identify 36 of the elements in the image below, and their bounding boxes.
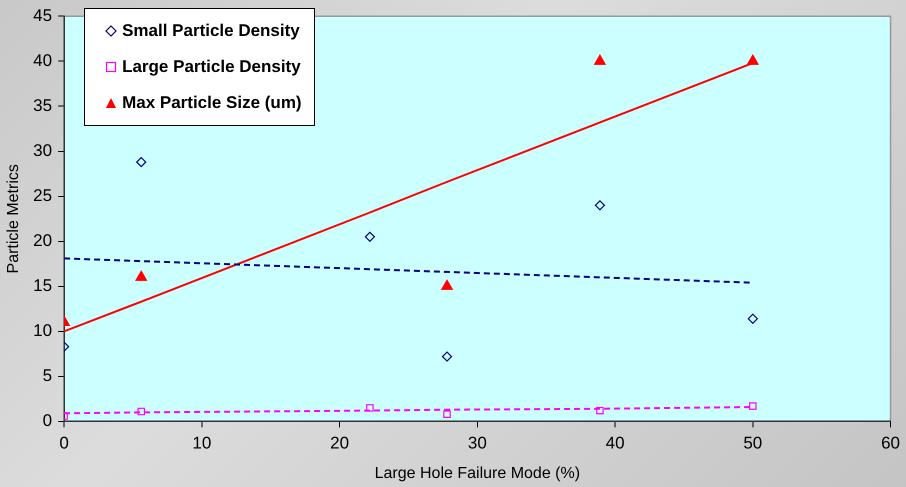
legend-label: Large Particle Density: [122, 57, 301, 78]
x-tick-label: 50: [743, 433, 762, 452]
y-tick-label: 25: [33, 186, 52, 205]
y-tick-label: 45: [33, 6, 52, 25]
point: [749, 402, 757, 410]
point: [596, 406, 604, 414]
x-tick-label: 0: [59, 433, 69, 452]
point: [135, 270, 148, 281]
y-tick-label: 30: [33, 140, 52, 160]
legend-label: Max Particle Size (um): [122, 93, 302, 114]
y-tick-label: 40: [33, 50, 52, 70]
x-tick-label: 40: [606, 433, 625, 452]
point: [364, 232, 375, 242]
point: [442, 351, 452, 362]
point: [136, 156, 146, 168]
x-tick-label: 60: [881, 433, 900, 452]
x-tick-label: 10: [192, 433, 212, 452]
point: [747, 54, 759, 65]
x-axis-title: Large Hole Failure Mode (%): [374, 464, 580, 482]
point: [594, 200, 606, 210]
x-tick-label: 20: [330, 433, 350, 452]
point: [366, 404, 374, 412]
point: [443, 410, 451, 418]
y-tick-label: 35: [33, 96, 52, 115]
y-tick-label: 10: [33, 321, 52, 340]
x-tick-label: 30: [468, 433, 487, 452]
y-axis-title: Particle Metrics: [5, 164, 22, 274]
y-tick-label: 5: [42, 366, 52, 386]
y-tick-label: 15: [33, 276, 52, 296]
point: [748, 314, 758, 324]
point: [441, 280, 453, 290]
point: [594, 54, 606, 65]
y-tick-label: 0: [42, 411, 52, 430]
legend-label: Small Particle Density: [122, 21, 300, 42]
point: [137, 408, 146, 416]
y-tick-label: 20: [33, 231, 52, 250]
